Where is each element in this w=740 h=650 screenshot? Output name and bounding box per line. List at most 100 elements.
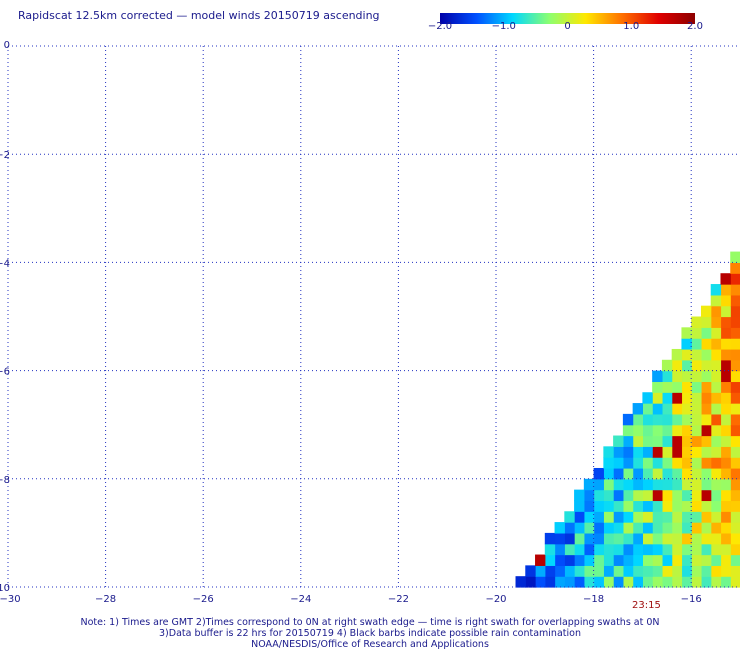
swath-cell: [681, 522, 692, 534]
swath-cell: [661, 435, 673, 447]
swath-cell: [671, 478, 683, 491]
swath-cell: [613, 511, 624, 523]
swath-cell: [671, 435, 683, 447]
swath-cell: [593, 478, 604, 491]
swath-cell: [691, 576, 702, 588]
swath-cell: [720, 576, 731, 588]
swath-cell: [603, 532, 614, 545]
swath-cell: [730, 522, 740, 534]
swath-cell: [700, 457, 712, 469]
swath-cell: [593, 576, 604, 588]
swath-cell: [730, 457, 740, 469]
colorbar-gradient: [440, 13, 695, 24]
swath-cell: [652, 435, 663, 447]
colorbar: [440, 9, 695, 24]
swath-cell: [603, 489, 614, 502]
swath-cell: [671, 500, 683, 512]
swath-cell: [730, 348, 740, 361]
swath-cell: [720, 435, 731, 447]
x-tick-label: −30: [0, 594, 21, 605]
swath-cell: [593, 543, 604, 556]
swath-cell: [730, 294, 740, 307]
swath-cell: [671, 348, 683, 361]
swath-cell: [593, 554, 604, 566]
swath-cell: [681, 327, 692, 339]
swath-cell: [603, 446, 614, 458]
swath-cell: [661, 424, 673, 437]
swath-cell: [613, 576, 624, 588]
swath-cell: [622, 424, 634, 437]
swath-cell: [681, 381, 692, 393]
swath-cell: [661, 446, 673, 458]
swath-cell: [730, 424, 740, 437]
swath-cell: [583, 554, 595, 566]
swath-cell: [642, 413, 653, 426]
swath-cell: [661, 543, 673, 556]
swath-cell: [632, 511, 643, 523]
swath-cell: [691, 532, 702, 545]
note-line-1: Note: 1) Times are GMT 2)Times correspon…: [80, 617, 660, 628]
swath-cell: [642, 392, 653, 404]
swath-cell: [671, 532, 683, 545]
swath-cell: [583, 522, 595, 534]
swath-cell: [710, 457, 722, 469]
swath-cell: [730, 316, 740, 328]
swath-cell: [681, 532, 692, 545]
swath-cell: [622, 576, 634, 588]
swath-cell: [700, 316, 712, 328]
swath-cell: [642, 467, 653, 480]
swath-cell: [681, 543, 692, 556]
swath-cell: [554, 543, 565, 556]
y-tick-label: −6: [0, 367, 10, 378]
swath-cell: [613, 457, 624, 469]
swath-cell: [661, 554, 673, 566]
swath-cell: [720, 511, 731, 523]
swath-cell: [720, 489, 731, 502]
swath-cell: [691, 478, 702, 491]
swath-cell: [574, 489, 585, 502]
swath-cell: [720, 500, 731, 512]
swath-cell: [730, 446, 740, 458]
swath-cell: [720, 273, 731, 285]
swath-cell: [554, 565, 565, 577]
swath-cell: [691, 522, 702, 534]
swath-cell: [642, 457, 653, 469]
swath-cell: [622, 543, 634, 556]
swath-cell: [720, 424, 731, 437]
swath-cell: [691, 457, 702, 469]
swath-cell: [720, 370, 731, 383]
swath-cell: [632, 424, 643, 437]
swath-cell: [642, 403, 653, 415]
swath-cell: [710, 489, 722, 502]
swath-cell: [730, 359, 740, 372]
swath-cell: [661, 392, 673, 404]
swath-cell: [700, 305, 712, 318]
swath-cell: [710, 478, 722, 491]
swath-cell: [632, 403, 643, 415]
swath-cell: [622, 554, 634, 566]
y-tick-label: −10: [0, 583, 10, 594]
swath-cell: [710, 413, 722, 426]
swath-cell: [593, 522, 604, 534]
swath-cell: [710, 532, 722, 545]
swath-cell: [642, 576, 653, 588]
swath-cell: [730, 532, 740, 545]
swath-cell: [720, 554, 731, 566]
swath-cell: [700, 446, 712, 458]
swath-cell: [642, 435, 653, 447]
swath-cell: [720, 305, 731, 318]
swath-cell: [564, 543, 575, 556]
swath-cell: [710, 392, 722, 404]
swath-time-label: 23:15: [632, 600, 661, 611]
swath-cell: [622, 565, 634, 577]
swath-cell: [720, 392, 731, 404]
swath-cell: [730, 305, 740, 318]
swath-cell: [574, 532, 585, 545]
swath-cell: [710, 403, 722, 415]
swath-cell: [700, 489, 712, 502]
swath-cell: [730, 478, 740, 491]
swath-cell: [681, 424, 692, 437]
swath-cell: [603, 511, 614, 523]
swath-cell: [661, 522, 673, 534]
swath-cell: [720, 457, 731, 469]
